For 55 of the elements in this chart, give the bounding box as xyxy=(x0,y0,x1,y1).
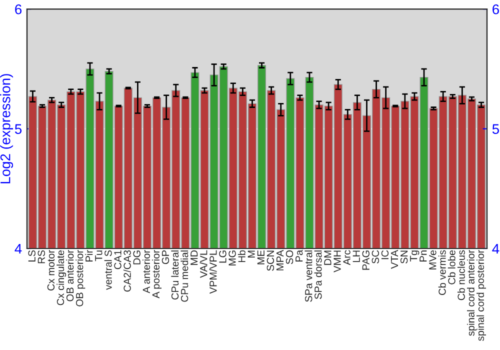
x-tick-label: OB anterior xyxy=(66,250,74,302)
x-tick-label: ventral S xyxy=(104,250,112,290)
x-tick-label: LS xyxy=(28,250,36,262)
x-tick-label: RS xyxy=(38,250,45,264)
x-tick-label: SCN xyxy=(266,250,274,271)
y2-tick-label: 6 xyxy=(492,4,499,14)
x-tick-label: DG xyxy=(133,250,140,264)
x-tick-label: LH xyxy=(352,250,360,262)
x-tick-label: VPM/VPL xyxy=(209,250,217,294)
x-tick-label: ME xyxy=(257,250,264,264)
x-tick-label: Cx cingulate xyxy=(56,250,66,306)
x-tick-label: PAG xyxy=(362,250,370,270)
x-tick-label: SO xyxy=(286,250,294,264)
x-tick-label: M xyxy=(248,250,255,258)
x-tick-label: spinal cord posterior xyxy=(476,250,486,341)
x-tick-label: A anterior xyxy=(142,250,150,294)
x-tick-label: Cb vermis xyxy=(438,250,446,295)
y-axis-title: Log2 (expression) xyxy=(0,74,14,184)
x-tick-label: spinal cord anterior xyxy=(467,250,476,336)
x-tick-label: CPu lateral xyxy=(171,250,179,300)
x-tick-label: MD xyxy=(190,250,198,265)
x-tick-label: SPa ventral xyxy=(304,250,312,302)
x-tick-label: OB posterior xyxy=(76,250,86,306)
x-tick-label: Cx motor xyxy=(47,250,55,290)
x-tick-label: CA2/CA3 xyxy=(123,250,131,292)
y-tick-label: 6 xyxy=(15,4,22,14)
x-tick-label: LG xyxy=(219,250,226,263)
x-tick-label: IC xyxy=(381,250,389,260)
x-tick-label: Pir xyxy=(85,250,93,262)
y2-tick-label: 4 xyxy=(492,244,500,254)
x-tick-label: Arc xyxy=(343,250,350,266)
x-tick-label: A posterior xyxy=(152,250,162,298)
x-tick-label: MPA xyxy=(276,250,284,270)
x-tick-label: MG xyxy=(228,250,236,266)
x-tick-label: SN xyxy=(400,250,408,264)
x-tick-label: Pa xyxy=(296,250,303,262)
x-tick-label: CA1 xyxy=(114,250,122,270)
x-tick-label: Tg xyxy=(410,250,420,262)
x-tick-label: SPa dorsal xyxy=(314,250,322,300)
x-tick-label: VMH xyxy=(334,250,341,272)
y-tick-label: 4 xyxy=(14,244,22,254)
x-tick-label: Hb xyxy=(238,250,246,262)
x-tick-label: VA/VL xyxy=(200,250,208,278)
x-tick-label: Tu xyxy=(95,250,102,262)
x-tick-label: MVe xyxy=(429,250,436,270)
y2-tick-label: 5 xyxy=(492,124,500,134)
x-tick-label: Pn xyxy=(420,250,427,262)
y-tick-label: 5 xyxy=(14,124,22,134)
x-tick-label: Cb lobe xyxy=(448,250,456,284)
x-tick-label: VTA xyxy=(391,250,398,269)
x-tick-label: CPu medial xyxy=(180,250,188,302)
x-tick-label: GP xyxy=(162,250,170,264)
x-tick-label: Cb nucleus xyxy=(457,250,465,300)
x-tick-label: SC xyxy=(372,250,380,264)
x-tick-label: DM xyxy=(324,250,332,265)
